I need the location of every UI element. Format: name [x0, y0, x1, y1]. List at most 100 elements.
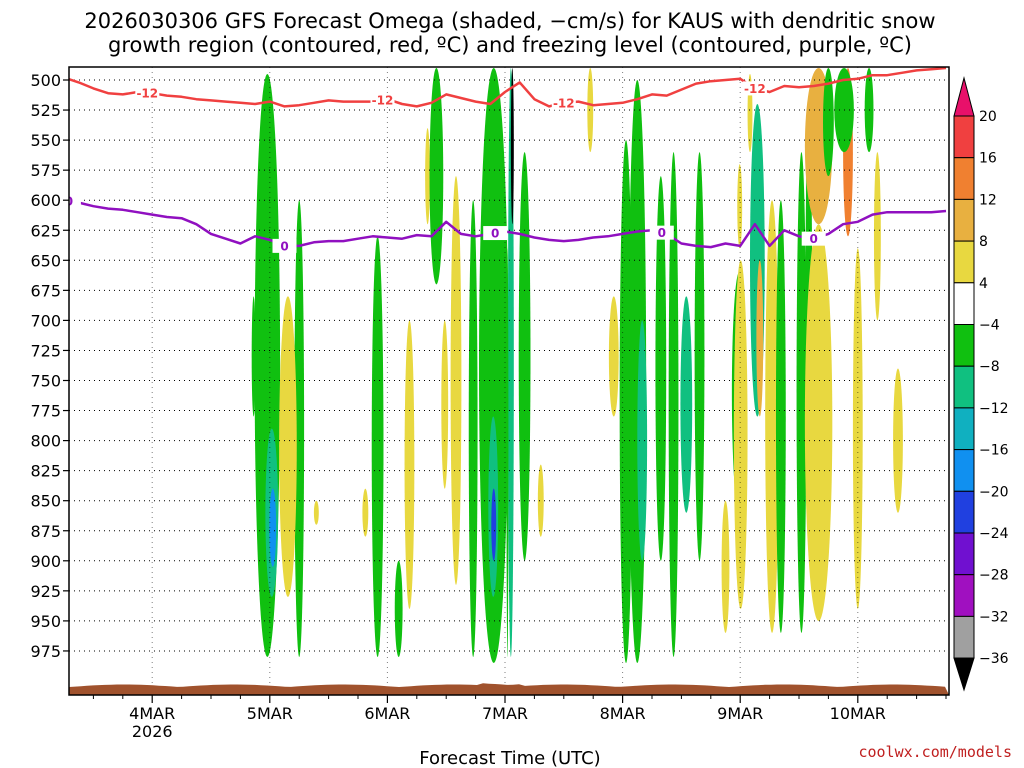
- x-tick-label: 8MAR: [600, 704, 646, 723]
- colorbar-top-arrow: [953, 76, 975, 117]
- y-tick-label: 800: [30, 432, 61, 451]
- contour-label-bg: [69, 194, 81, 209]
- colorbar: 20 16 12 8 4 −4 −8 −12 −16 −20 −24 −28 −32 −36: [953, 76, 1009, 692]
- contour-label: 0: [658, 226, 666, 240]
- colorbar-label: −16: [979, 443, 1009, 459]
- colorbar-swatch: [953, 615, 975, 659]
- colorbar-label: 8: [979, 234, 988, 250]
- colorbar-label: −8: [979, 359, 1000, 375]
- contour-label: -12: [372, 94, 394, 108]
- y-tick-label: 850: [30, 492, 61, 511]
- colorbar-swatch: [953, 449, 975, 492]
- colorbar-label: −20: [979, 484, 1009, 500]
- omega-cell: [873, 152, 881, 321]
- contour-label: 0: [65, 195, 73, 209]
- colorbar-label: 12: [979, 192, 997, 208]
- omega-cell: [694, 152, 705, 561]
- colorbar-label: −36: [979, 651, 1009, 667]
- omega-shading: [251, 67, 903, 663]
- omega-cell: [371, 236, 384, 657]
- colorbar-swatch: [953, 324, 975, 367]
- colorbar-label: 4: [979, 276, 988, 292]
- plot-area: -12 -12 -12 -12 0 0 0 0 0: [65, 66, 950, 696]
- y-tick-label: 700: [30, 311, 61, 330]
- y-tick-label: 625: [30, 221, 61, 240]
- contour-label-bg: [272, 238, 297, 253]
- x-tick-label: 6MAR: [364, 704, 410, 723]
- y-tick-label: 750: [30, 372, 61, 391]
- omega-cell: [425, 128, 431, 225]
- colorbar-label: −24: [979, 526, 1009, 542]
- x-tick-label: 10MAR: [830, 704, 886, 723]
- omega-cell: [269, 488, 277, 567]
- colorbar-swatch: [953, 157, 975, 200]
- omega-cell: [313, 500, 319, 525]
- y-tick-label: 550: [30, 131, 61, 150]
- contour-label-bg: [801, 231, 826, 246]
- x-tick-label: 9MAR: [717, 704, 763, 723]
- contour-label: 0: [280, 239, 288, 253]
- y-tick-label: 825: [30, 462, 61, 481]
- omega-cell: [668, 152, 679, 657]
- omega-cell: [893, 368, 903, 513]
- colorbar-swatch: [953, 532, 975, 576]
- colorbar-swatch: [953, 115, 975, 159]
- y-tick-label: 975: [30, 642, 61, 661]
- contour-label: 0: [810, 232, 818, 246]
- x-tick-label: 7MAR: [482, 704, 528, 723]
- y-tick-label: 925: [30, 582, 61, 601]
- omega-cell: [765, 200, 779, 633]
- omega-cell: [852, 248, 863, 609]
- omega-cell: [479, 67, 509, 663]
- y-tick-label: 725: [30, 341, 61, 360]
- contour-label: -12: [553, 96, 575, 110]
- omega-cell: [680, 296, 693, 513]
- ground-surface: [69, 683, 949, 695]
- omega-cell: [823, 67, 834, 177]
- omega-cell: [362, 488, 369, 537]
- x-tick-sublabel: 2026: [132, 722, 173, 741]
- omega-cell: [655, 176, 667, 561]
- omega-cell: [506, 248, 509, 657]
- omega-cell: [251, 296, 256, 417]
- omega-cell: [294, 200, 305, 657]
- omega-cell: [637, 320, 648, 561]
- colorbar-label: 16: [979, 151, 997, 167]
- y-tick-label: 775: [30, 402, 61, 421]
- omega-cell: [587, 67, 594, 153]
- colorbar-swatch: [953, 198, 975, 242]
- contour-label-bg: [370, 93, 395, 108]
- colorbar-label: 20: [979, 109, 997, 125]
- y-tick-label: 575: [30, 161, 61, 180]
- contour-label-bg: [551, 95, 576, 110]
- x-tick-label: 4MAR: [129, 704, 175, 723]
- omega-cell: [737, 164, 743, 249]
- contour-line: [69, 67, 947, 108]
- omega-cell: [510, 67, 514, 225]
- contour-label-bg: [483, 226, 508, 241]
- contour-label-bg: [649, 225, 674, 240]
- omega-cell: [450, 176, 462, 585]
- colorbar-swatch: [953, 574, 975, 617]
- credit-label[interactable]: coolwx.com/models: [858, 743, 1012, 761]
- colorbar-swatch: [953, 490, 975, 534]
- y-tick-label: 500: [30, 71, 61, 90]
- omega-cell: [756, 260, 764, 417]
- chart-title-line1: 2026030306 GFS Forecast Omega (shaded, −…: [84, 9, 935, 33]
- omega-cell: [468, 200, 478, 657]
- y-tick-label: 525: [30, 101, 61, 120]
- contour-label-bg: [742, 81, 767, 96]
- chart-title-line2: growth region (contoured, red, ºC) and f…: [108, 33, 912, 57]
- x-axis-label: Forecast Time (UTC): [419, 748, 600, 768]
- omega-cell: [804, 224, 833, 621]
- grid-lines: [69, 67, 949, 695]
- y-tick-label: 675: [30, 281, 61, 300]
- y-tick-label: 900: [30, 552, 61, 571]
- contour-label: 0: [491, 227, 499, 241]
- colorbar-label: −12: [979, 401, 1009, 417]
- colorbar-swatch: [953, 240, 975, 284]
- y-tick-label: 600: [30, 191, 61, 210]
- omega-cell: [491, 488, 497, 561]
